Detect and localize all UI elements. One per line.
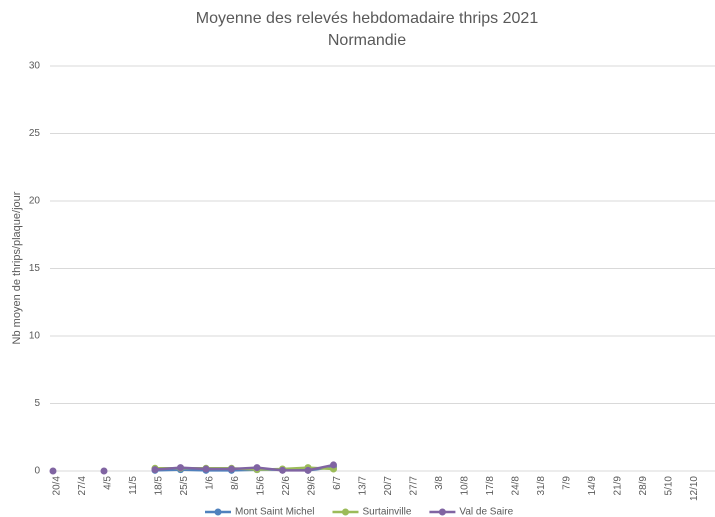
data-point [279, 466, 286, 474]
data-point [304, 466, 312, 474]
x-tick-label: 27/4 [77, 476, 88, 496]
y-tick-label: 15 [29, 263, 41, 274]
x-tick-label: 3/8 [434, 476, 445, 490]
legend-label: Mont Saint Michel [235, 507, 314, 517]
x-tick-label: 31/8 [536, 476, 547, 496]
legend-label: Val de Saire [459, 507, 513, 517]
x-tick-label: 20/7 [383, 476, 394, 496]
x-tick-label: 17/8 [485, 476, 496, 496]
x-tick-label: 29/6 [307, 476, 318, 496]
chart-title: Moyenne des relevés hebdomadaire thrips … [196, 10, 539, 27]
data-point [100, 467, 108, 475]
data-point [202, 465, 210, 473]
data-point [151, 466, 159, 474]
x-tick-label: 13/7 [358, 476, 369, 496]
x-tick-label: 28/9 [638, 476, 649, 496]
x-tick-label: 7/9 [562, 476, 573, 490]
legend-label: Surtainville [362, 507, 411, 517]
y-axis-label: Nb moyen de thrips/plaque/jour [11, 191, 23, 344]
data-point [228, 465, 235, 473]
x-tick-label: 20/4 [52, 476, 63, 496]
x-tick-label: 6/7 [332, 476, 343, 490]
x-tick-label: 10/8 [460, 476, 471, 496]
data-point [253, 464, 261, 472]
x-tick-label: 1/6 [205, 476, 216, 490]
x-tick-label: 24/8 [511, 476, 522, 496]
chart-subtitle: Normandie [328, 32, 406, 49]
y-tick-label: 5 [34, 398, 40, 409]
y-tick-label: 20 [29, 196, 41, 207]
legend-marker [214, 508, 222, 516]
series-line [154, 463, 334, 472]
y-tick-label: 30 [29, 61, 41, 72]
x-tick-label: 14/9 [587, 476, 598, 496]
y-tick-label: 25 [29, 128, 41, 139]
x-tick-label: 25/5 [179, 476, 190, 496]
x-tick-label: 11/5 [128, 476, 139, 495]
x-tick-label: 12/10 [689, 476, 700, 501]
legend-marker [341, 508, 349, 516]
data-point [330, 461, 337, 469]
x-tick-label: 15/6 [256, 476, 267, 496]
legend-marker [438, 508, 446, 516]
y-tick-label: 10 [29, 331, 41, 342]
y-tick-label: 0 [34, 466, 40, 477]
x-tick-label: 22/6 [281, 476, 292, 496]
x-tick-label: 27/7 [409, 476, 420, 496]
x-tick-label: 5/10 [664, 476, 675, 496]
data-point [177, 464, 184, 472]
x-tick-label: 8/6 [230, 476, 241, 490]
data-point [49, 467, 57, 475]
x-tick-label: 18/5 [154, 476, 165, 496]
x-tick-label: 21/9 [613, 476, 624, 496]
x-tick-label: 4/5 [103, 476, 114, 490]
